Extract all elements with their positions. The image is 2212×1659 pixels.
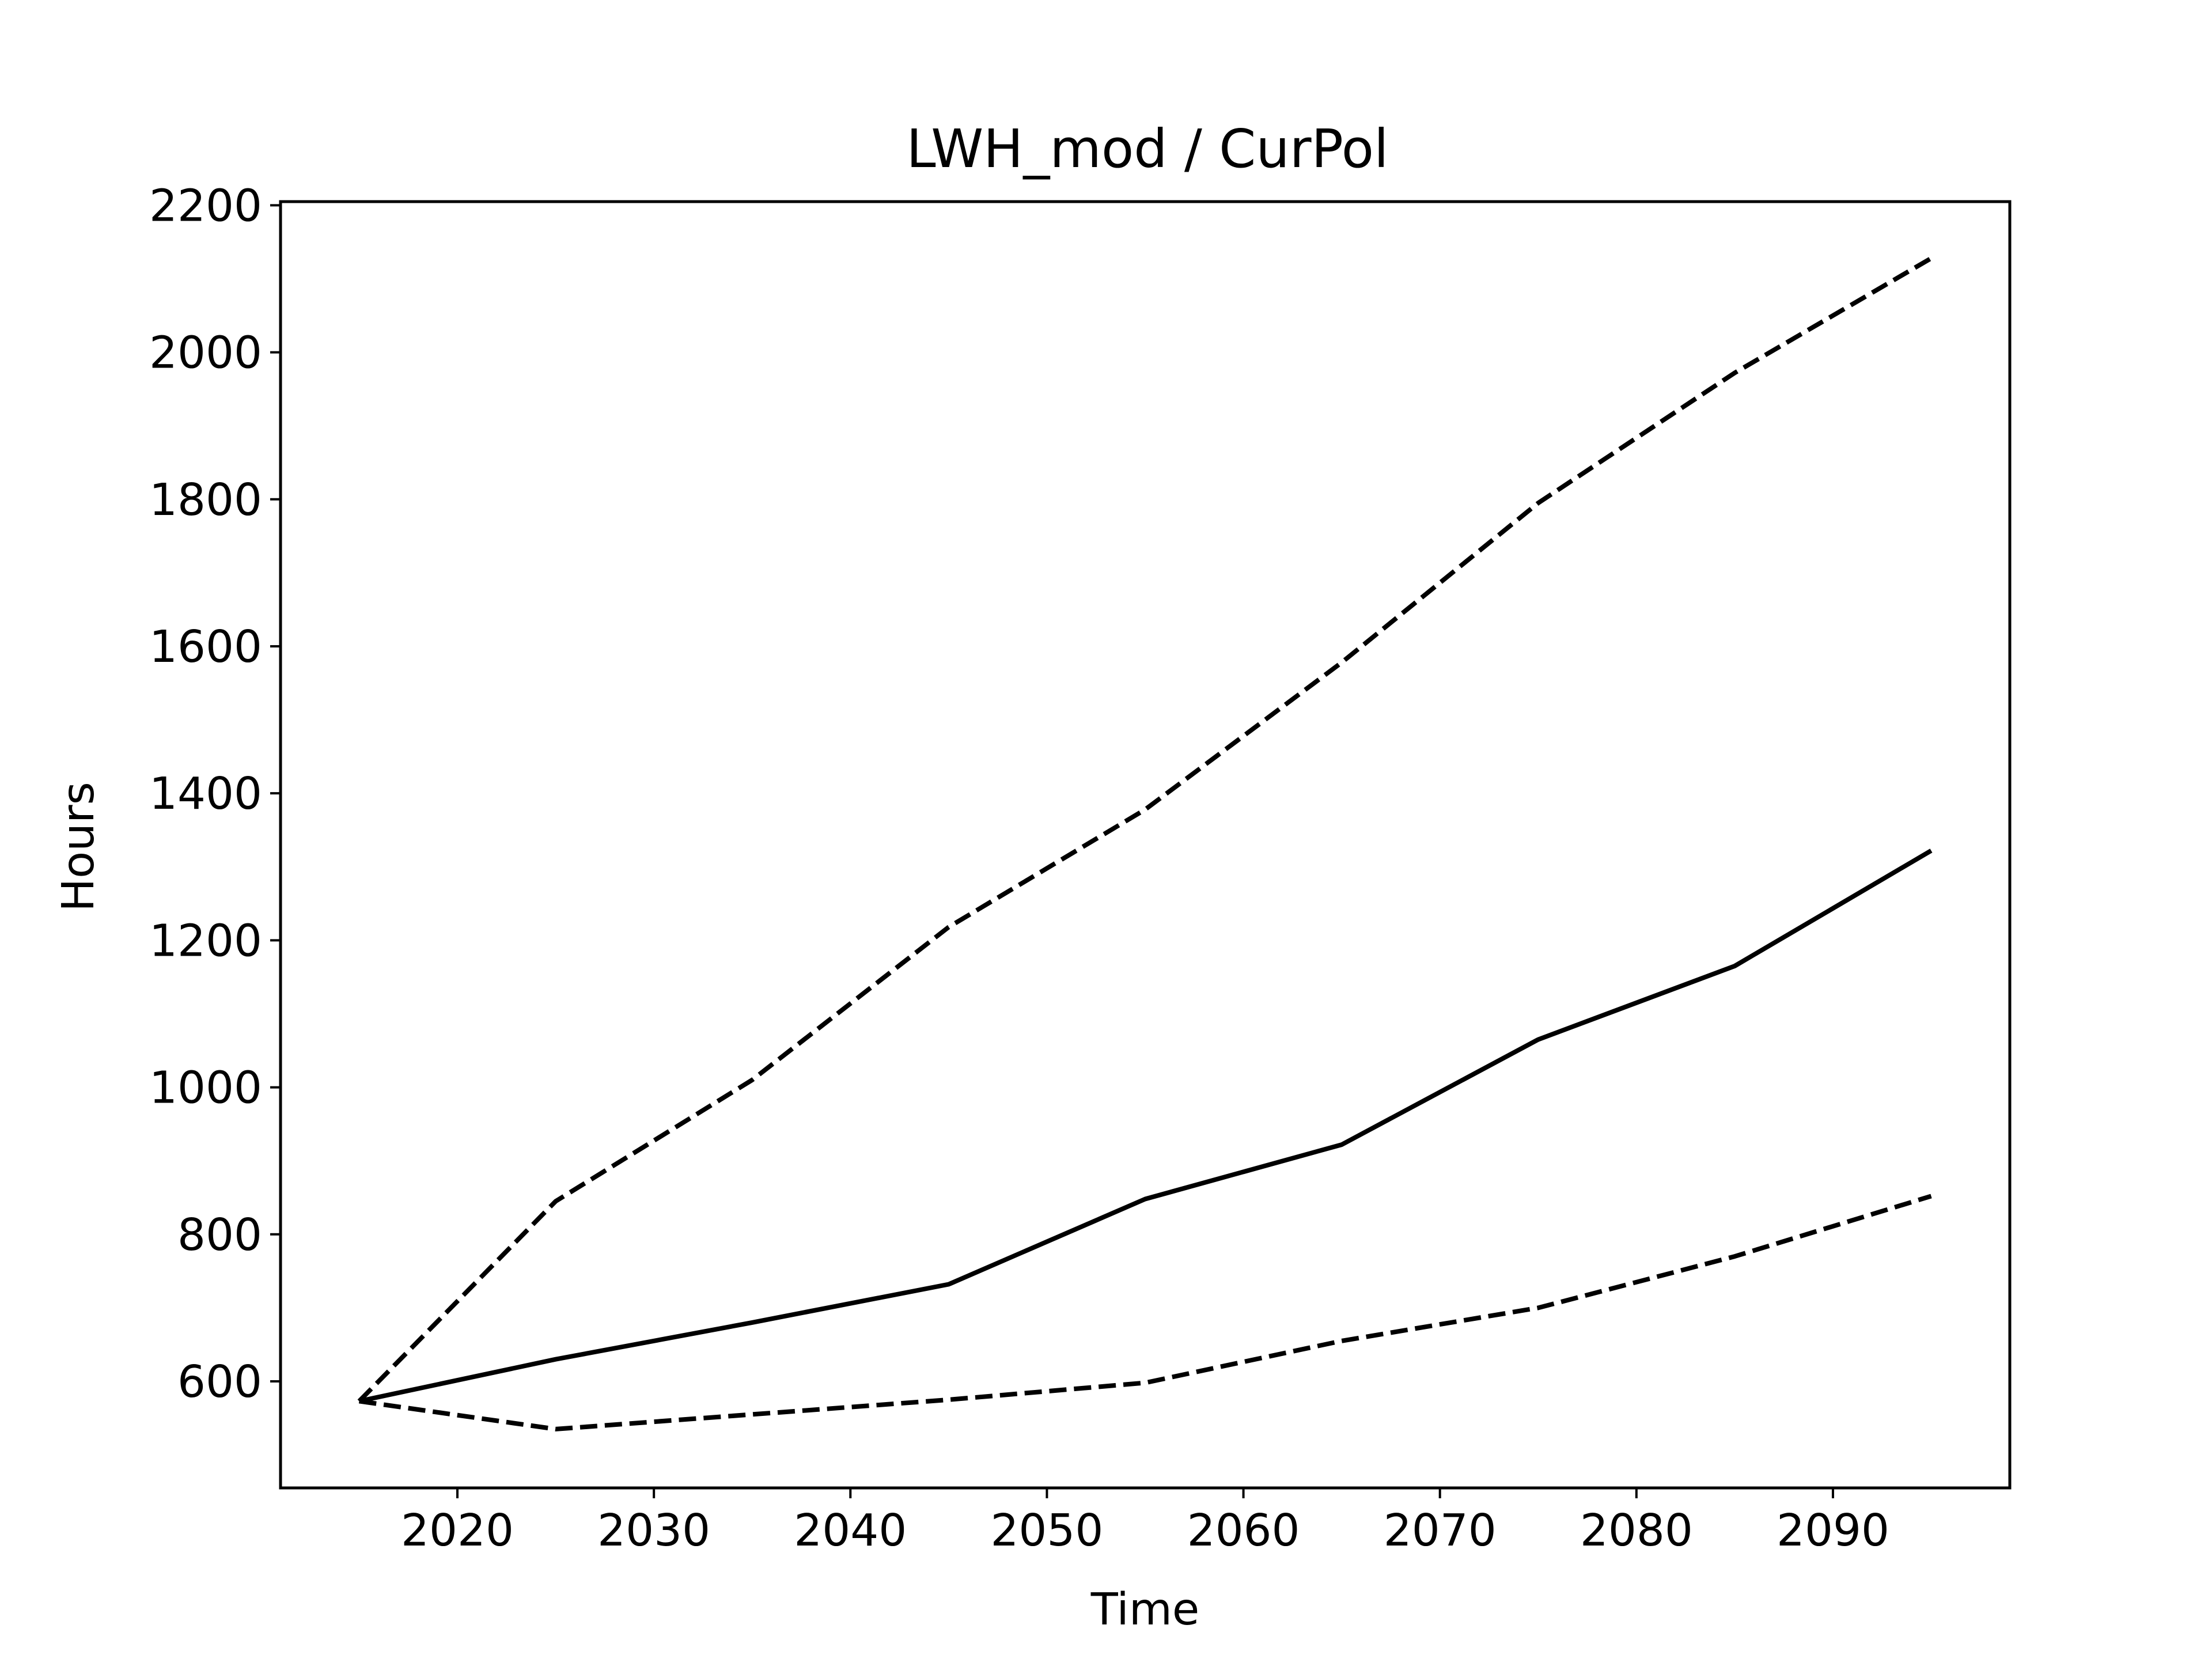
- y-tick-label: 2200: [149, 180, 262, 232]
- y-tick-label: 800: [177, 1210, 262, 1261]
- y-axis-label: Hours: [53, 782, 104, 912]
- x-tick-label: 2040: [794, 1505, 907, 1556]
- y-tick-label: 1200: [149, 915, 262, 967]
- y-tick-label: 1600: [149, 622, 262, 673]
- series-line-2: [357, 256, 1933, 1403]
- x-tick-label: 2030: [597, 1505, 710, 1556]
- x-tick-label: 2060: [1187, 1505, 1300, 1556]
- x-tick-label: 2020: [401, 1505, 514, 1556]
- x-tick-label: 2070: [1384, 1505, 1497, 1556]
- chart-title: LWH_mod / CurPol: [906, 118, 1388, 180]
- y-tick-label: 1800: [149, 475, 262, 526]
- y-tick-label: 1400: [149, 768, 262, 820]
- plot-area: [279, 200, 2012, 1490]
- series-layer: [357, 256, 1933, 1431]
- series-line-3: [358, 1194, 1932, 1431]
- x-tick-label: 2090: [1777, 1505, 1889, 1556]
- x-axis: 2020 2030 2040 2050 2060 2070 2080 2090: [401, 1488, 1889, 1556]
- series-line-1: [358, 849, 1933, 1404]
- x-tick-label: 2050: [990, 1505, 1103, 1556]
- y-tick-label: 1000: [149, 1063, 262, 1114]
- y-tick-label: 600: [177, 1357, 262, 1408]
- plot-frame: [279, 200, 2012, 1490]
- y-tick-label: 2000: [149, 328, 262, 379]
- y-axis: 600 800 1000 1200 1400 1600 1800 2000 2200: [149, 180, 281, 1408]
- x-axis-label: Time: [1090, 1584, 1199, 1635]
- x-tick-label: 2080: [1580, 1505, 1693, 1556]
